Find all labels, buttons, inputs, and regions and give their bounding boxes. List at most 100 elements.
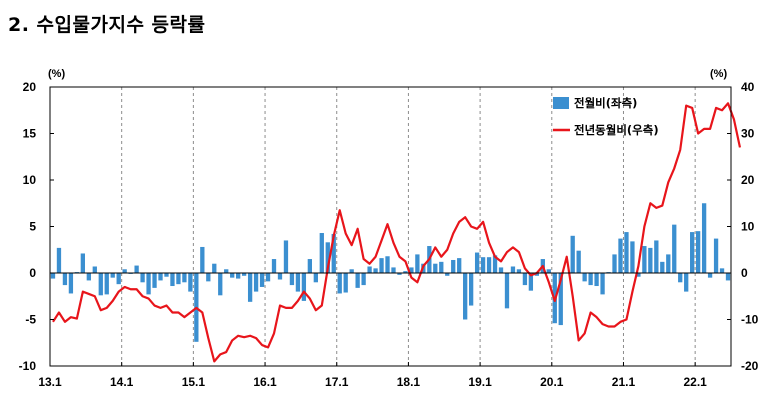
bar — [80, 253, 85, 273]
bar — [224, 269, 229, 273]
bar — [528, 273, 534, 291]
bar — [182, 273, 187, 283]
yoy-line — [52, 102, 742, 363]
bar — [516, 269, 522, 273]
bar — [474, 252, 480, 273]
bar — [343, 273, 348, 293]
bar — [510, 266, 516, 273]
x-tick-label: 14.1 — [110, 375, 134, 389]
bar — [654, 240, 659, 273]
bar — [325, 242, 330, 273]
bar — [385, 256, 390, 273]
bar — [104, 273, 109, 295]
bar — [618, 238, 623, 273]
left-tick-label: -10 — [19, 359, 37, 373]
x-tick-label: 18.1 — [397, 375, 421, 389]
bar — [391, 267, 396, 273]
bar — [719, 268, 725, 273]
bar — [98, 273, 103, 296]
bar — [349, 269, 354, 273]
bar — [612, 254, 617, 273]
left-tick-label: 10 — [23, 173, 37, 187]
x-tick-label: 19.1 — [468, 375, 492, 389]
bar — [397, 273, 402, 275]
bar — [277, 273, 283, 280]
left-tick-label: 0 — [29, 266, 36, 280]
chart-title: 2. 수입물가지수 등락률 — [8, 14, 206, 36]
right-tick-label: 40 — [741, 80, 755, 94]
bar — [582, 273, 587, 282]
bar — [522, 273, 528, 286]
bar — [283, 240, 289, 273]
right-unit-label: (%) — [710, 68, 727, 80]
x-tick-label: 22.1 — [683, 375, 707, 389]
bar — [176, 273, 181, 285]
line-layer — [52, 102, 742, 363]
bar — [253, 273, 259, 292]
bar — [367, 266, 372, 273]
bar — [451, 259, 456, 273]
left-tick-label: 15 — [23, 127, 37, 141]
bar — [648, 247, 653, 273]
legend-bar-swatch — [553, 97, 569, 109]
bar — [212, 263, 217, 273]
bar — [546, 269, 551, 273]
bar — [576, 250, 581, 273]
x-tick-label: 21.1 — [612, 375, 636, 389]
bar — [695, 231, 701, 273]
bar — [259, 273, 265, 287]
bar — [68, 273, 74, 294]
bar — [713, 238, 719, 273]
x-tick-label: 16.1 — [253, 375, 277, 389]
bar — [307, 259, 312, 273]
bar — [480, 257, 486, 273]
bar — [140, 273, 145, 283]
bar — [379, 258, 384, 273]
bar — [152, 273, 157, 288]
bar — [170, 273, 175, 287]
bar — [188, 273, 193, 292]
bar — [50, 273, 56, 279]
bar — [265, 273, 271, 282]
bar — [642, 246, 647, 273]
left-tick-label: -5 — [25, 313, 36, 327]
bar — [301, 273, 307, 301]
right-tick-label: 10 — [741, 220, 755, 234]
bar — [158, 273, 163, 281]
bar — [636, 273, 641, 277]
bar — [230, 273, 235, 278]
bar — [319, 233, 324, 273]
bar — [624, 232, 629, 273]
bar — [445, 273, 450, 276]
bar — [660, 261, 665, 273]
x-tick-label: 20.1 — [540, 375, 564, 389]
bar — [122, 269, 127, 273]
axis-layer: -10 -5 0 5 10 15 20 -20 -10 0 10 20 30 40 13.1 14.1 15.1… — [19, 68, 759, 389]
bar — [361, 273, 366, 286]
bar — [486, 257, 492, 273]
bar — [247, 273, 253, 302]
bar — [271, 259, 277, 273]
x-tick-label: 17.1 — [325, 375, 349, 389]
bar — [600, 273, 605, 295]
bar — [725, 273, 731, 281]
bar — [588, 273, 593, 286]
bar — [337, 273, 342, 294]
bar — [134, 265, 139, 273]
bar — [403, 271, 408, 273]
bar — [492, 255, 498, 273]
bar — [463, 273, 468, 320]
x-tick-label: 13.1 — [38, 375, 62, 389]
bar — [409, 267, 414, 273]
bar — [236, 273, 241, 279]
bar — [504, 273, 510, 309]
bar — [498, 267, 504, 273]
bar — [110, 273, 115, 278]
bar — [678, 273, 683, 283]
right-tick-label: -10 — [741, 313, 759, 327]
bar — [690, 232, 695, 273]
bar — [672, 224, 677, 273]
right-tick-label: 30 — [741, 127, 755, 141]
bar — [200, 246, 205, 273]
bar — [289, 273, 295, 286]
